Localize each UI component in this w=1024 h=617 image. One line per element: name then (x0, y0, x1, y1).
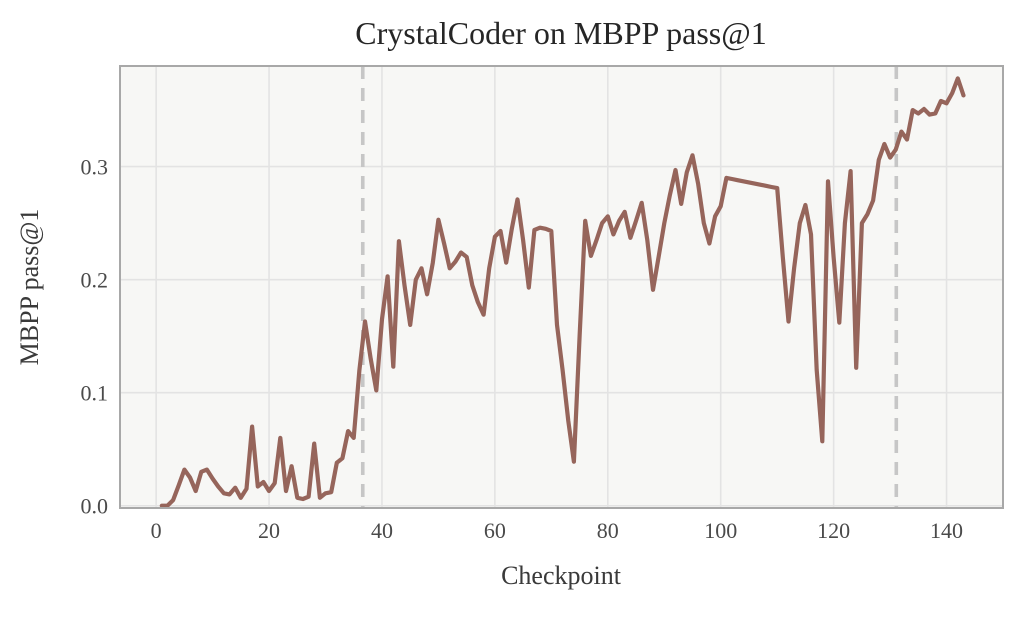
y-tick-labels: 0.0 0.1 0.2 0.3 (81, 155, 109, 519)
gridlines (120, 66, 1003, 508)
series-line-mbpp-pass1 (159, 76, 966, 508)
x-tick-label: 100 (704, 518, 737, 543)
x-tick-label: 40 (371, 518, 393, 543)
y-tick-label: 0.0 (81, 494, 109, 519)
x-tick-label: 140 (930, 518, 963, 543)
x-tick-label: 120 (817, 518, 850, 543)
stage-divider-lines (360, 66, 899, 508)
y-tick-label: 0.2 (81, 268, 109, 293)
x-tick-label: 0 (151, 518, 162, 543)
chart-title: CrystalCoder on MBPP pass@1 (355, 15, 766, 51)
y-axis-label: MBPP pass@1 (15, 209, 44, 366)
x-tick-label: 60 (484, 518, 506, 543)
x-tick-label: 20 (258, 518, 280, 543)
x-tick-labels: 0 20 40 60 80 100 120 140 (151, 518, 963, 543)
y-tick-label: 0.1 (81, 381, 109, 406)
y-tick-label: 0.3 (81, 155, 109, 180)
plot-border (119, 65, 1004, 509)
x-tick-label: 80 (597, 518, 619, 543)
x-axis-label: Checkpoint (501, 561, 622, 590)
